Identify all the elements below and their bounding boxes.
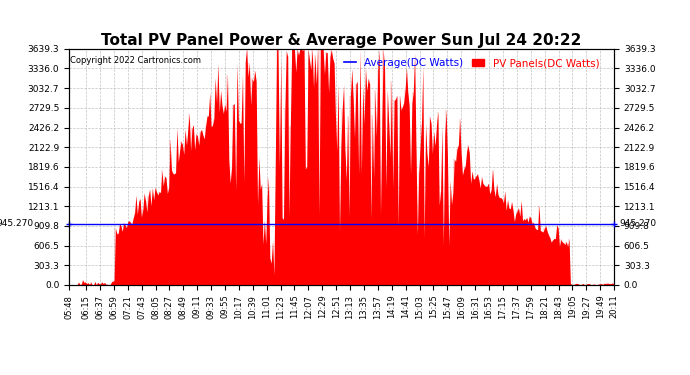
Title: Total PV Panel Power & Average Power Sun Jul 24 20:22: Total PV Panel Power & Average Power Sun… bbox=[101, 33, 582, 48]
Legend: Average(DC Watts), PV Panels(DC Watts): Average(DC Watts), PV Panels(DC Watts) bbox=[339, 54, 604, 72]
Text: 945.270: 945.270 bbox=[620, 219, 657, 228]
Text: Copyright 2022 Cartronics.com: Copyright 2022 Cartronics.com bbox=[70, 56, 201, 65]
Text: 945.270: 945.270 bbox=[0, 219, 34, 228]
